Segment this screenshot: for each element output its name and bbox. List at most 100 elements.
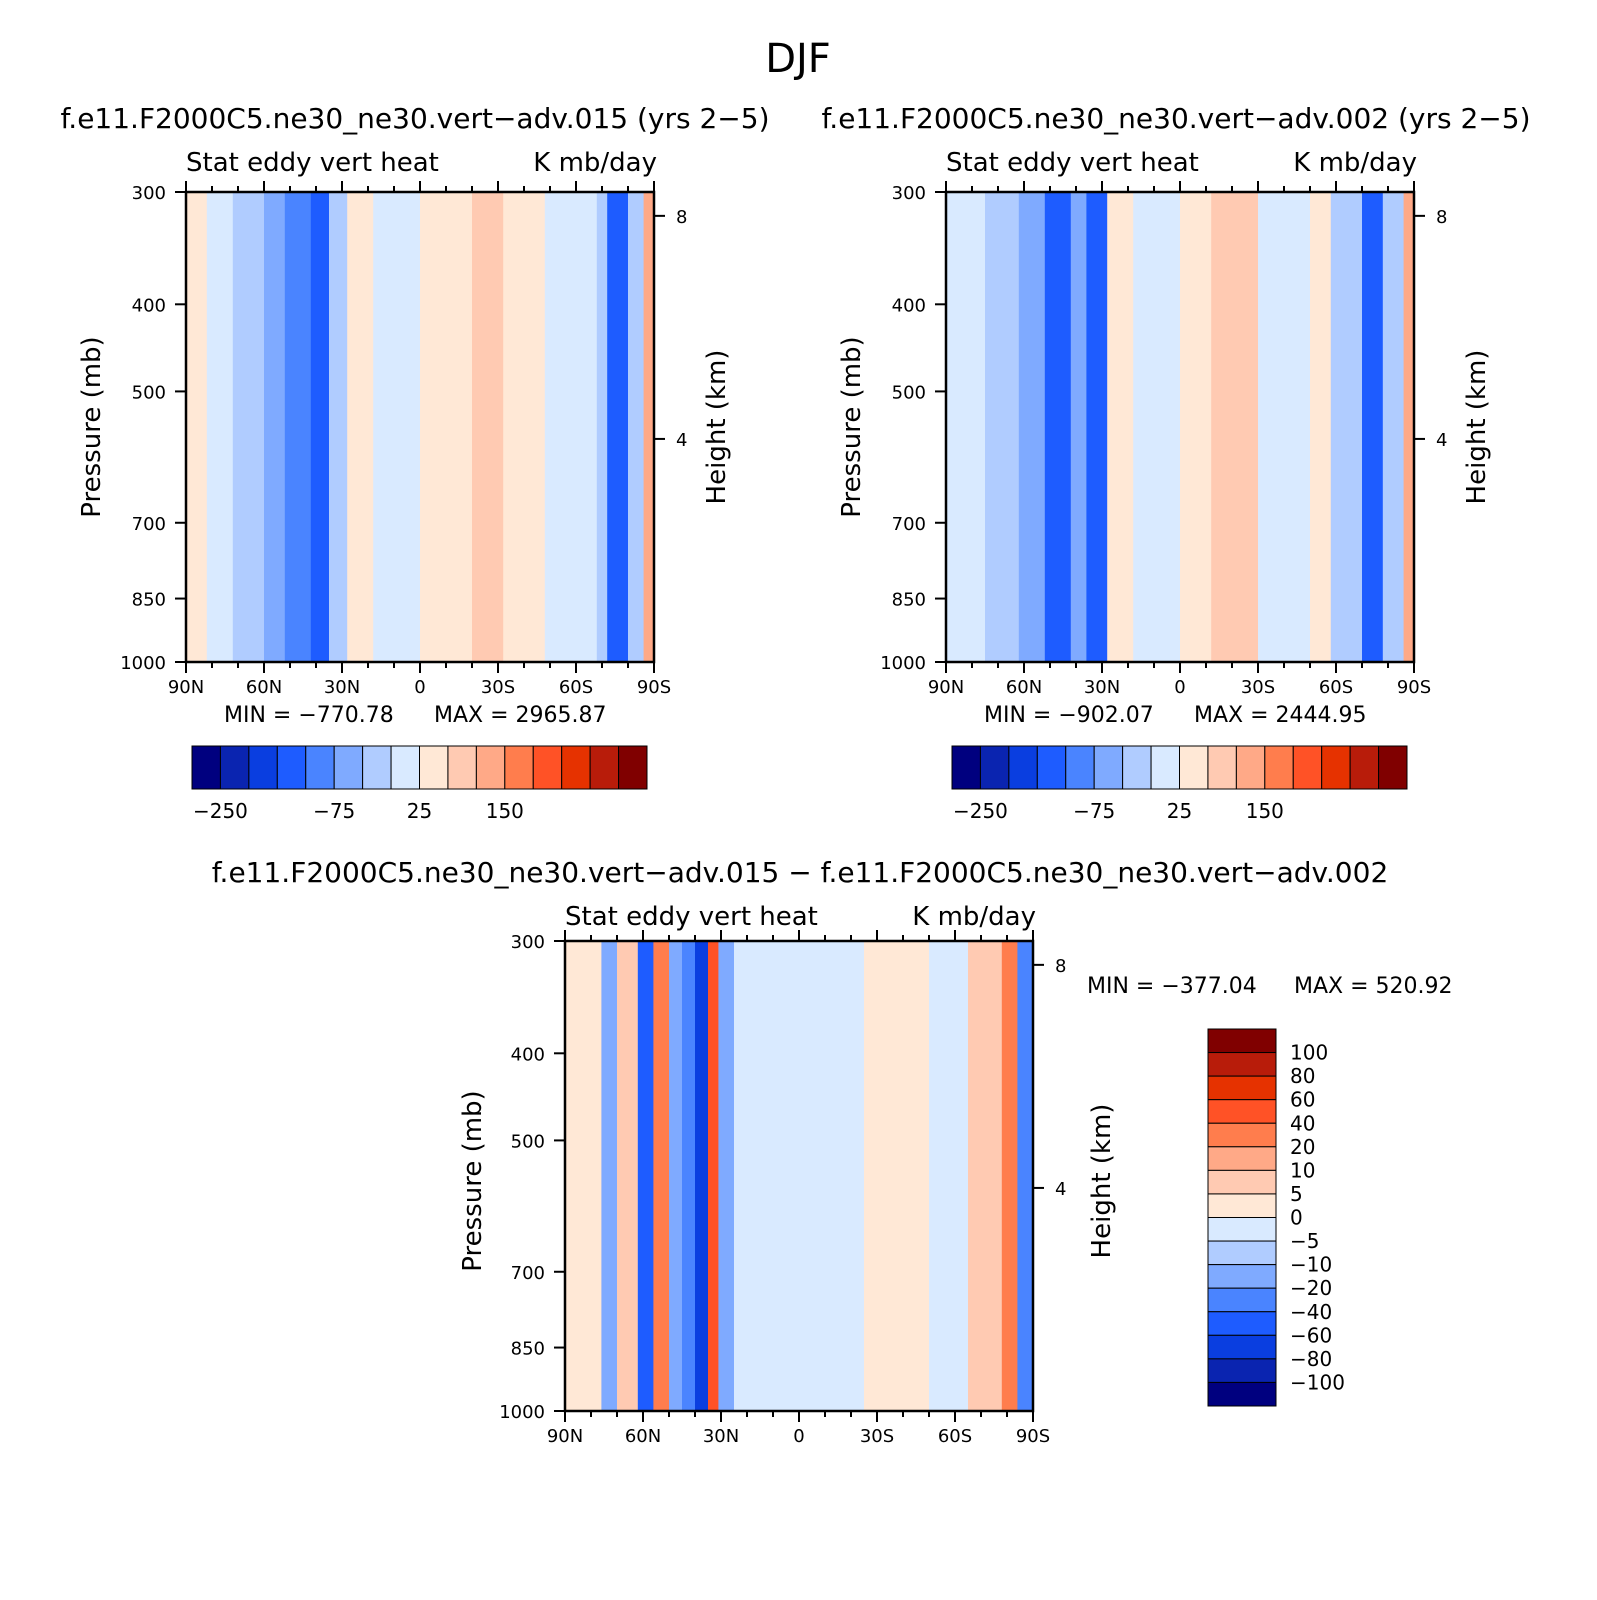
panel-3-title: f.e11.F2000C5.ne30_ne30.vert−adv.015 − f… <box>212 856 1389 889</box>
colorbar-box <box>1207 1193 1277 1218</box>
colorbar-label: −75 <box>1073 799 1115 823</box>
colorbar-box <box>1264 745 1294 790</box>
y-tick-label: 500 <box>132 382 166 403</box>
heatmap-band <box>695 941 709 1411</box>
heatmap-band <box>669 941 683 1411</box>
heatmap-band <box>718 941 735 1411</box>
panel-1-y2label: Height (km) <box>702 350 732 505</box>
heatmap-band <box>1017 941 1034 1411</box>
heatmap-band <box>682 941 696 1411</box>
colorbar-box <box>419 745 449 790</box>
heatmap-band <box>310 192 330 662</box>
y-tick-label: 300 <box>892 183 926 204</box>
colorbar-label: 80 <box>1290 1064 1315 1088</box>
colorbar-label: −100 <box>1290 1370 1345 1394</box>
panel-2-y2label: Height (km) <box>1462 350 1492 505</box>
heatmap-band <box>864 941 930 1411</box>
x-tick-label: 90S <box>637 677 671 698</box>
heatmap-band <box>1330 192 1363 662</box>
colorbar-box <box>1207 1334 1277 1360</box>
y-tick-label: 850 <box>511 1339 545 1360</box>
colorbar-box <box>362 745 392 790</box>
x-tick-label: 30S <box>860 1426 894 1447</box>
heatmap-band <box>420 192 473 662</box>
y-tick-label: 300 <box>511 932 545 953</box>
heatmap-band <box>1018 192 1046 662</box>
panel-1: f.e11.F2000C5.ne30_ne30.vert−adv.015 (yr… <box>60 102 769 823</box>
panel-3-ylabel: Pressure (mb) <box>458 1090 488 1271</box>
colorbar-box <box>1207 1122 1277 1148</box>
heatmap-band <box>968 941 1003 1411</box>
heatmap-band <box>643 192 655 662</box>
colorbar-label: 25 <box>407 799 432 823</box>
colorbar-box <box>219 745 250 790</box>
panel-2-min: MIN = −902.07 <box>984 703 1154 728</box>
heatmap-band <box>596 192 608 662</box>
colorbar-box <box>248 745 278 790</box>
y2-tick-label: 8 <box>1055 956 1066 977</box>
colorbar-box <box>1207 1217 1277 1242</box>
x-tick-label: 30N <box>1084 677 1120 698</box>
x-tick-label: 0 <box>1174 677 1185 698</box>
panel-3-y2label: Height (km) <box>1087 1104 1117 1259</box>
y-tick-label: 500 <box>892 382 926 403</box>
panel-1-colorbar: −250 −75 25 150 <box>191 745 648 823</box>
colorbar-box <box>1207 1287 1277 1313</box>
panel-2-max: MAX = 2444.95 <box>1194 703 1367 728</box>
colorbar-box <box>447 745 477 790</box>
heatmap-band <box>347 192 374 662</box>
heatmap-band <box>617 941 639 1411</box>
heatmap-band <box>284 192 312 662</box>
y-tick-label: 400 <box>892 295 926 316</box>
heatmap-band <box>1310 192 1332 662</box>
colorbar-box <box>1207 1052 1277 1077</box>
colorbar-label: 0 <box>1290 1206 1303 1230</box>
colorbar-box <box>1122 745 1152 790</box>
colorbar-box <box>532 745 563 790</box>
y-tick-label: 1000 <box>880 653 926 674</box>
panel-1-ylabel: Pressure (mb) <box>77 336 107 517</box>
panel-1-min: MIN = −770.78 <box>224 703 394 728</box>
colorbar-label: −10 <box>1290 1253 1332 1277</box>
colorbar-label: −40 <box>1290 1300 1332 1324</box>
colorbar-box <box>1349 745 1380 790</box>
colorbar-label: 5 <box>1290 1182 1303 1206</box>
x-tick-label: 30S <box>481 677 515 698</box>
heatmap-band <box>232 192 265 662</box>
x-tick-label: 60S <box>1319 677 1353 698</box>
panel-2-plot-area: 90N 60N 30N 0 30S 60S 90S 300 400 500 700 850 1000 8 4 <box>880 181 1447 698</box>
colorbar-box <box>1235 745 1266 790</box>
colorbar-box <box>1207 745 1237 790</box>
colorbar-box <box>1378 745 1408 790</box>
panel-3-left-label: Stat eddy vert heat <box>565 902 818 932</box>
colorbar-box <box>305 745 335 790</box>
heatmap-band <box>929 941 969 1411</box>
panel-3-min: MIN = −377.04 <box>1087 974 1257 999</box>
colorbar-box <box>1093 745 1124 790</box>
panel-3-units: K mb/day <box>912 902 1036 932</box>
colorbar-label: −20 <box>1290 1276 1332 1300</box>
colorbar-box <box>1292 745 1323 790</box>
colorbar-label: 100 <box>1290 1041 1328 1065</box>
colorbar-box <box>1179 745 1209 790</box>
colorbar-box <box>618 745 648 790</box>
colorbar-box <box>1207 1358 1277 1383</box>
heatmap-band <box>329 192 348 662</box>
heatmap-band <box>1001 941 1018 1411</box>
panel-3-max: MAX = 520.92 <box>1294 974 1453 999</box>
colorbar-label: 60 <box>1290 1088 1315 1112</box>
heatmap-band <box>472 192 504 662</box>
colorbar-box <box>979 745 1010 790</box>
heatmap-band <box>1107 192 1134 662</box>
x-tick-label: 60N <box>625 1426 661 1447</box>
y-tick-label: 400 <box>511 1044 545 1065</box>
heatmap-band <box>1382 192 1405 662</box>
heatmap-band <box>264 192 286 662</box>
heatmap-band <box>1070 192 1087 662</box>
heatmap-band <box>1044 192 1072 662</box>
panel-3: f.e11.F2000C5.ne30_ne30.vert−adv.015 − f… <box>212 856 1453 1447</box>
colorbar-box <box>1008 745 1038 790</box>
heatmap-band <box>1086 192 1108 662</box>
colorbar-label: −75 <box>313 799 355 823</box>
